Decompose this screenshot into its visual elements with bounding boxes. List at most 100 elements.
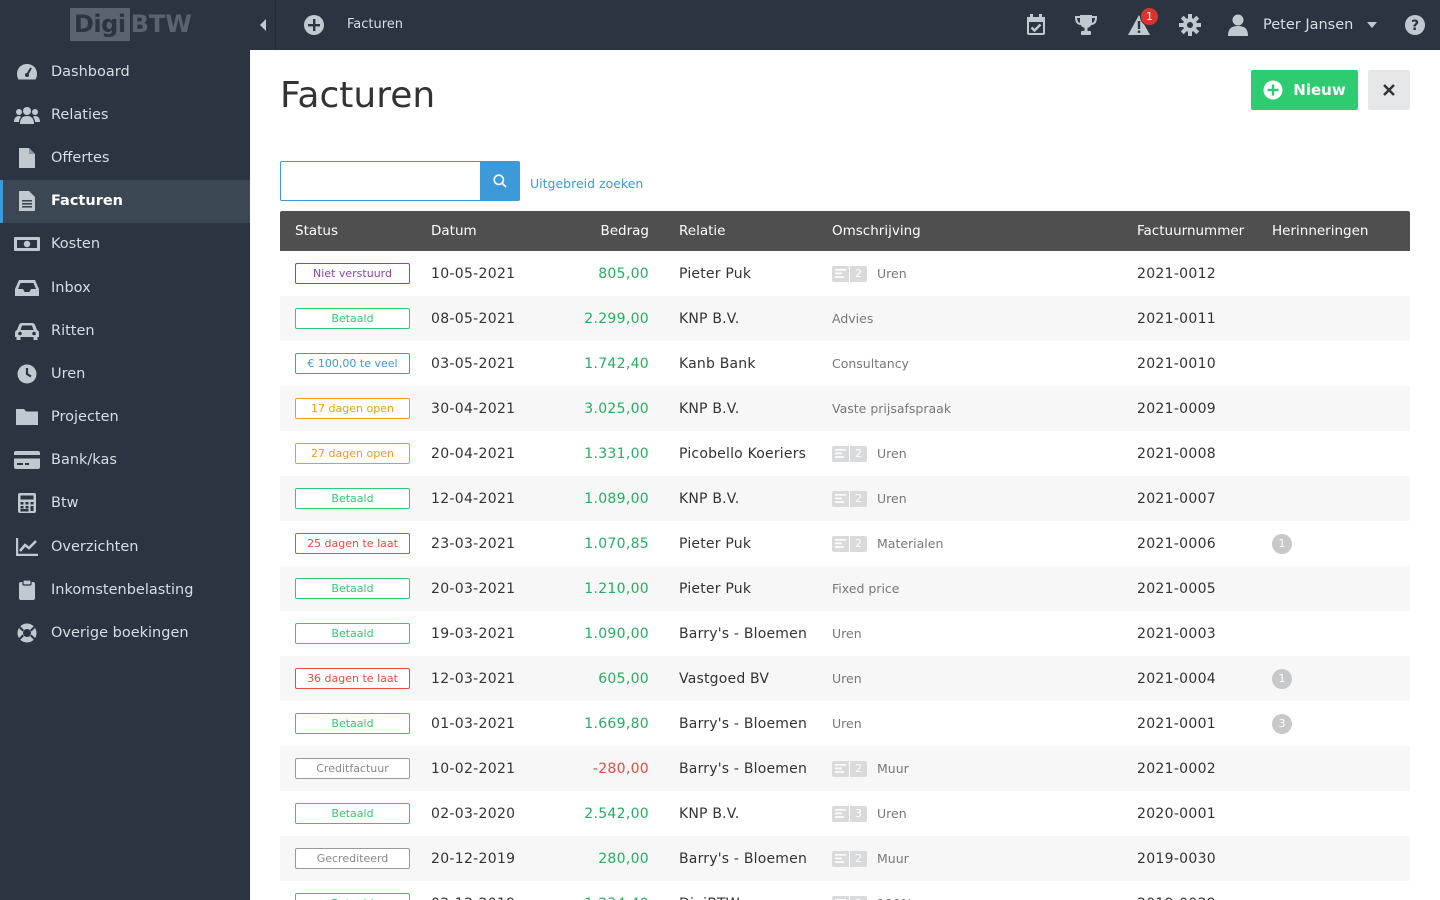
invoice-number-cell: 2021-0011 xyxy=(1137,310,1217,327)
status-badge: Betaald xyxy=(295,623,410,644)
table-row[interactable]: Betaald 08-05-2021 2.299,00 KNP B.V. Advies 2… xyxy=(280,296,1410,341)
header-factuurnummer[interactable]: Factuurnummer xyxy=(1137,223,1245,239)
description-text: Consultancy xyxy=(832,356,909,371)
sidebar-item-overige-boekingen[interactable]: Overige boekingen xyxy=(0,611,250,654)
description-cell: 2 Muur xyxy=(832,760,1137,777)
hours-count: 2 xyxy=(849,760,867,777)
hours-badge: 2 xyxy=(832,535,867,552)
table-row[interactable]: 27 dagen open 20-04-2021 1.331,00 Picobello… xyxy=(280,431,1410,476)
hours-count: 2 xyxy=(849,850,867,867)
status-cell: Betaald xyxy=(280,713,431,734)
sidebar-item-label: Bank/kas xyxy=(51,452,117,469)
status-cell: Creditfactuur xyxy=(280,758,431,779)
table-row[interactable]: Creditfactuur 10-02-2021 -280,00 Barry's - … xyxy=(280,746,1410,791)
table-row[interactable]: Betaald 02-03-2020 2.542,00 KNP B.V. 3 Uren 20… xyxy=(280,791,1410,836)
sidebar-item-overzichten[interactable]: Overzichten xyxy=(0,525,250,568)
table-row[interactable]: Betaald 02-12-20191.234,40DigiBTW 2 100% 201… xyxy=(280,881,1410,900)
description-text: Advies xyxy=(832,311,874,326)
user-menu-toggle[interactable] xyxy=(1360,13,1384,37)
hours-count: 2 xyxy=(849,265,867,282)
notification-badge: 1 xyxy=(1140,7,1159,26)
sidebar-item-bank-kas[interactable]: Bank/kas xyxy=(0,439,250,482)
sidebar-item-inbox[interactable]: Inbox xyxy=(0,266,250,309)
amount-cell: 1.331,00 xyxy=(584,445,649,462)
table-row[interactable]: € 100,00 te veel 03-05-2021 1.742,40 Kanb B… xyxy=(280,341,1410,386)
sidebar-item-projecten[interactable]: Projecten xyxy=(0,396,250,439)
user-name[interactable]: Peter Jansen xyxy=(1263,17,1354,33)
main-content: Facturen Nieuw Uitgebreid zoeken Status … xyxy=(250,50,1440,900)
header-bedrag[interactable]: Bedrag xyxy=(600,223,649,239)
dashboard-icon xyxy=(14,62,40,82)
relation-cell: KNP B.V. xyxy=(679,400,740,417)
calendar-button[interactable] xyxy=(1024,13,1048,37)
sidebar-item-ritten[interactable]: Ritten xyxy=(0,309,250,352)
invoice-number-cell: 2021-0006 xyxy=(1137,535,1217,552)
sidebar-item-relaties[interactable]: Relaties xyxy=(0,93,250,136)
help-button[interactable]: ? xyxy=(1403,13,1427,37)
search-button[interactable] xyxy=(480,161,520,201)
sidebar-item-kosten[interactable]: Kosten xyxy=(0,223,250,266)
table-row[interactable]: Betaald 20-03-2021 1.210,00 Pieter Puk Fixed… xyxy=(280,566,1410,611)
lifebuoy-icon xyxy=(14,623,40,643)
table-row[interactable]: 17 dagen open 30-04-2021 3.025,00 KNP B.V. V… xyxy=(280,386,1410,431)
description-cell: 2 Uren xyxy=(832,445,1137,462)
sidebar-item-label: Uren xyxy=(51,365,86,382)
table-row[interactable]: Niet verstuurd 10-05-2021 805,00 Pieter Puk… xyxy=(280,251,1410,296)
user-menu-avatar[interactable] xyxy=(1226,13,1250,37)
app-logo[interactable]: Digi BTW xyxy=(70,8,192,41)
search-input[interactable] xyxy=(280,161,481,201)
table-row[interactable]: Betaald 12-04-2021 1.089,00 KNP B.V. 2 Uren 20… xyxy=(280,476,1410,521)
header-status[interactable]: Status xyxy=(295,223,339,239)
relation-cell: Vastgoed BV xyxy=(679,670,770,687)
table-row[interactable]: 36 dagen te laat 12-03-2021 605,00 Vastgoed… xyxy=(280,656,1410,701)
status-badge: Betaald xyxy=(295,308,410,329)
sidebar-item-dashboard[interactable]: Dashboard xyxy=(0,50,250,93)
reminders-cell: 3 xyxy=(1272,713,1410,734)
file-icon xyxy=(14,147,40,168)
page-title: Facturen xyxy=(280,75,436,116)
sidebar-item-btw[interactable]: Btw xyxy=(0,482,250,525)
description-text: Uren xyxy=(832,626,862,641)
header-herinneringen[interactable]: Herinneringen xyxy=(1272,223,1369,239)
description-text: Uren xyxy=(877,491,907,506)
sidebar-item-offertes[interactable]: Offertes xyxy=(0,136,250,179)
quick-add-button[interactable] xyxy=(303,14,325,36)
table-row[interactable]: Betaald 01-03-2021 1.669,80 Barry's - Bloem… xyxy=(280,701,1410,746)
description-cell: 3 Uren xyxy=(832,805,1137,822)
date-cell: 20-03-2021 xyxy=(431,580,516,597)
header-datum[interactable]: Datum xyxy=(431,223,477,239)
table-row[interactable]: 25 dagen te laat 23-03-2021 1.070,85 Pieter… xyxy=(280,521,1410,566)
date-cell: 23-03-2021 xyxy=(431,535,516,552)
invoice-number-cell: 2019-0029 xyxy=(1137,896,1272,900)
description-cell: Vaste prijsafspraak xyxy=(832,401,1137,416)
header-omschrijving[interactable]: Omschrijving xyxy=(832,223,921,239)
header-relatie[interactable]: Relatie xyxy=(679,223,726,239)
advanced-search-link[interactable]: Uitgebreid zoeken xyxy=(530,176,644,191)
close-button[interactable] xyxy=(1368,70,1410,110)
description-cell: Advies xyxy=(832,311,1137,326)
date-cell: 08-05-2021 xyxy=(431,310,516,327)
description-cell: 2 100% xyxy=(832,895,1137,900)
status-cell: Gecrediteerd xyxy=(280,848,431,869)
table-row[interactable]: Gecrediteerd 20-12-2019 280,00 Barry's - Bl… xyxy=(280,836,1410,881)
achievements-button[interactable] xyxy=(1074,13,1098,37)
sidebar-item-inkomstenbelasting[interactable]: Inkomstenbelasting xyxy=(0,568,250,611)
sidebar-item-uren[interactable]: Uren xyxy=(0,352,250,395)
list-icon xyxy=(832,850,849,867)
settings-button[interactable] xyxy=(1178,13,1202,37)
description-text: Muur xyxy=(877,851,909,866)
sidebar-item-facturen[interactable]: Facturen xyxy=(0,179,250,223)
description-text: Uren xyxy=(877,446,907,461)
gear-icon xyxy=(1179,14,1201,36)
alerts-button[interactable] xyxy=(1127,13,1151,37)
relation-cell: KNP B.V. xyxy=(679,490,740,507)
status-cell: € 100,00 te veel xyxy=(280,353,431,374)
status-badge: Betaald xyxy=(295,488,410,509)
new-invoice-button[interactable]: Nieuw xyxy=(1251,70,1358,110)
hours-count: 2 xyxy=(849,445,867,462)
search-icon xyxy=(493,174,507,188)
sidebar-collapse-button[interactable] xyxy=(250,0,275,50)
inbox-icon xyxy=(14,278,40,298)
table-row[interactable]: Betaald 19-03-2021 1.090,00 Barry's - Bloem… xyxy=(280,611,1410,656)
